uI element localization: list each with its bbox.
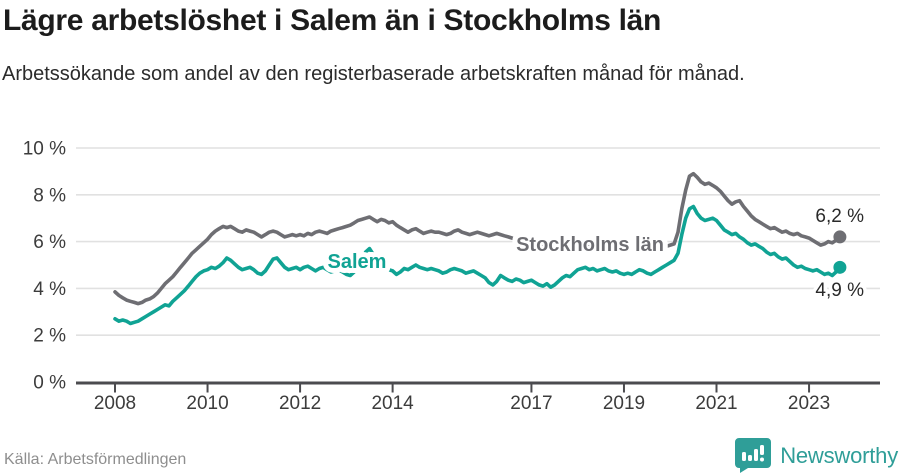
end-value-label-stockholms-l-n: 6,2 % (815, 206, 864, 227)
y-axis-tick-label: 6 % (33, 232, 66, 253)
source-note: Källa: Arbetsförmedlingen (4, 451, 187, 468)
bar-chart-bubble-icon (735, 438, 772, 473)
x-axis-tick-label: 2021 (695, 393, 737, 414)
newsworthy-wordmark: Newsworthy (780, 442, 898, 468)
x-axis-tick-label: 2023 (788, 393, 830, 414)
y-axis-tick-label: 0 % (33, 373, 66, 394)
series-line-salem (113, 204, 842, 326)
series-label-salem: Salem (328, 251, 387, 273)
end-dot-stockholms-l-n (833, 230, 847, 244)
newsworthy-logo: Newsworthy (734, 437, 898, 474)
x-axis-tick-label: 2008 (94, 393, 136, 414)
chart-subtitle: Arbetssökande som andel av den registerb… (2, 63, 745, 85)
series-line-stockholms-l-n (113, 171, 842, 306)
y-axis-tick-label: 4 % (33, 279, 66, 300)
x-axis-tick-label: 2014 (371, 393, 414, 414)
end-value-label-salem: 4,9 % (815, 280, 864, 301)
x-axis-tick-label: 2010 (186, 393, 228, 414)
y-axis-tick-label: 10 % (23, 139, 66, 160)
end-dot-salem (833, 260, 847, 274)
y-axis-tick-label: 2 % (33, 326, 66, 347)
x-axis-tick-label: 2012 (279, 393, 321, 414)
x-axis-tick-label: 2017 (510, 393, 552, 414)
y-axis-tick-label: 8 % (33, 185, 66, 206)
chart-title: Lägre arbetslöshet i Salem än i Stockhol… (3, 4, 662, 37)
x-axis-tick-label: 2019 (603, 393, 645, 414)
series-label-stockholms-l-n: Stockholms län (516, 234, 664, 256)
